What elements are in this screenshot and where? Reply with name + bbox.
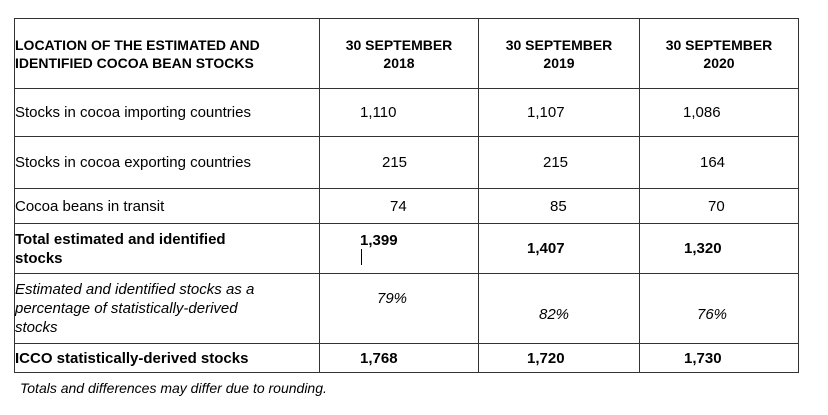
value-2018: 74	[319, 188, 479, 224]
value-2020: 1,320	[639, 223, 799, 274]
value-text: 1,110	[360, 104, 397, 121]
header-2020: 30 SEPTEMBER 2020	[639, 18, 799, 89]
value-2018: 79%	[319, 273, 479, 344]
header-2018-line1: 30 SEPTEMBER	[345, 36, 453, 53]
header-2018: 30 SEPTEMBER 2018	[319, 18, 479, 89]
value-2020: 1,730	[639, 343, 799, 373]
value-2020: 70	[639, 188, 799, 224]
row-label: Estimated and identified stocks as a per…	[14, 273, 320, 344]
row-label-line1: Estimated and identified stocks as a	[15, 281, 255, 298]
value-2019: 1,720	[478, 343, 640, 373]
value-text: 1,399	[360, 232, 398, 249]
value-text: 76%	[697, 306, 728, 323]
value-text: 1,320	[684, 240, 722, 257]
value-text: 82%	[539, 306, 570, 323]
row-label-line2: stocks	[15, 249, 63, 267]
table-row-percentage: Estimated and identified stocks as a per…	[14, 273, 799, 344]
value-2019: 1,407	[478, 223, 640, 274]
header-location-line2: IDENTIFIED COCOA BEAN STOCKS	[15, 54, 254, 71]
row-label: Cocoa beans in transit	[14, 188, 320, 224]
header-2018-line2: 2018	[383, 54, 415, 71]
value-text: 1,730	[684, 349, 722, 367]
value-text: 1,107	[527, 104, 565, 121]
table-row: Cocoa beans in transit 74 85 70	[14, 188, 799, 224]
value-2018: 1,768	[319, 343, 479, 373]
row-label-line1: Total estimated and identified	[15, 230, 226, 248]
value-text: 1,768	[360, 349, 398, 367]
value-2019: 215	[478, 136, 640, 189]
value-text: 70	[708, 197, 725, 215]
value-2020: 1,086	[639, 88, 799, 137]
value-2019: 1,107	[478, 88, 640, 137]
value-text: 1,720	[527, 349, 565, 367]
row-label: Stocks in cocoa importing countries	[14, 88, 320, 137]
header-2020-line1: 30 SEPTEMBER	[665, 36, 773, 53]
value-2019: 85	[478, 188, 640, 224]
row-label: Total estimated and identified stocks	[14, 223, 320, 274]
table-row-icco: ICCO statistically-derived stocks 1,768 …	[14, 343, 799, 373]
value-text: 164	[700, 154, 726, 171]
table-row: Stocks in cocoa exporting countries 215 …	[14, 136, 799, 189]
text-cursor	[361, 249, 362, 265]
value-text: 79%	[377, 290, 408, 307]
header-2019: 30 SEPTEMBER 2019	[478, 18, 640, 89]
header-row: LOCATION OF THE ESTIMATED AND IDENTIFIED…	[14, 18, 799, 89]
value-text: 215	[543, 154, 569, 171]
header-2020-line2: 2020	[703, 54, 735, 71]
header-location: LOCATION OF THE ESTIMATED AND IDENTIFIED…	[14, 18, 320, 89]
value-text: 1,086	[683, 104, 721, 121]
cocoa-stocks-table: LOCATION OF THE ESTIMATED AND IDENTIFIED…	[14, 18, 799, 373]
header-location-line1: LOCATION OF THE ESTIMATED AND	[15, 36, 260, 53]
value-text: 85	[550, 197, 567, 215]
value-2018: 1,110	[319, 88, 479, 137]
row-label: ICCO statistically-derived stocks	[14, 343, 320, 373]
value-2019: 82%	[478, 273, 640, 344]
table-row-total: Total estimated and identified stocks 1,…	[14, 223, 799, 274]
value-2018: 1,399	[319, 223, 479, 274]
value-text: 1,407	[527, 240, 565, 257]
header-2019-line1: 30 SEPTEMBER	[505, 36, 613, 53]
header-2019-line2: 2019	[543, 54, 575, 71]
value-2018: 215	[319, 136, 479, 189]
value-2020: 76%	[639, 273, 799, 344]
value-text: 215	[382, 154, 408, 171]
value-2020: 164	[639, 136, 799, 189]
value-text: 74	[390, 197, 407, 215]
row-label-line3: stocks	[15, 319, 58, 336]
row-label: Stocks in cocoa exporting countries	[14, 136, 320, 189]
table-row: Stocks in cocoa importing countries 1,11…	[14, 88, 799, 137]
row-label-line2: percentage of statistically-derived	[15, 300, 238, 317]
footnote: Totals and differences may differ due to…	[20, 380, 327, 396]
